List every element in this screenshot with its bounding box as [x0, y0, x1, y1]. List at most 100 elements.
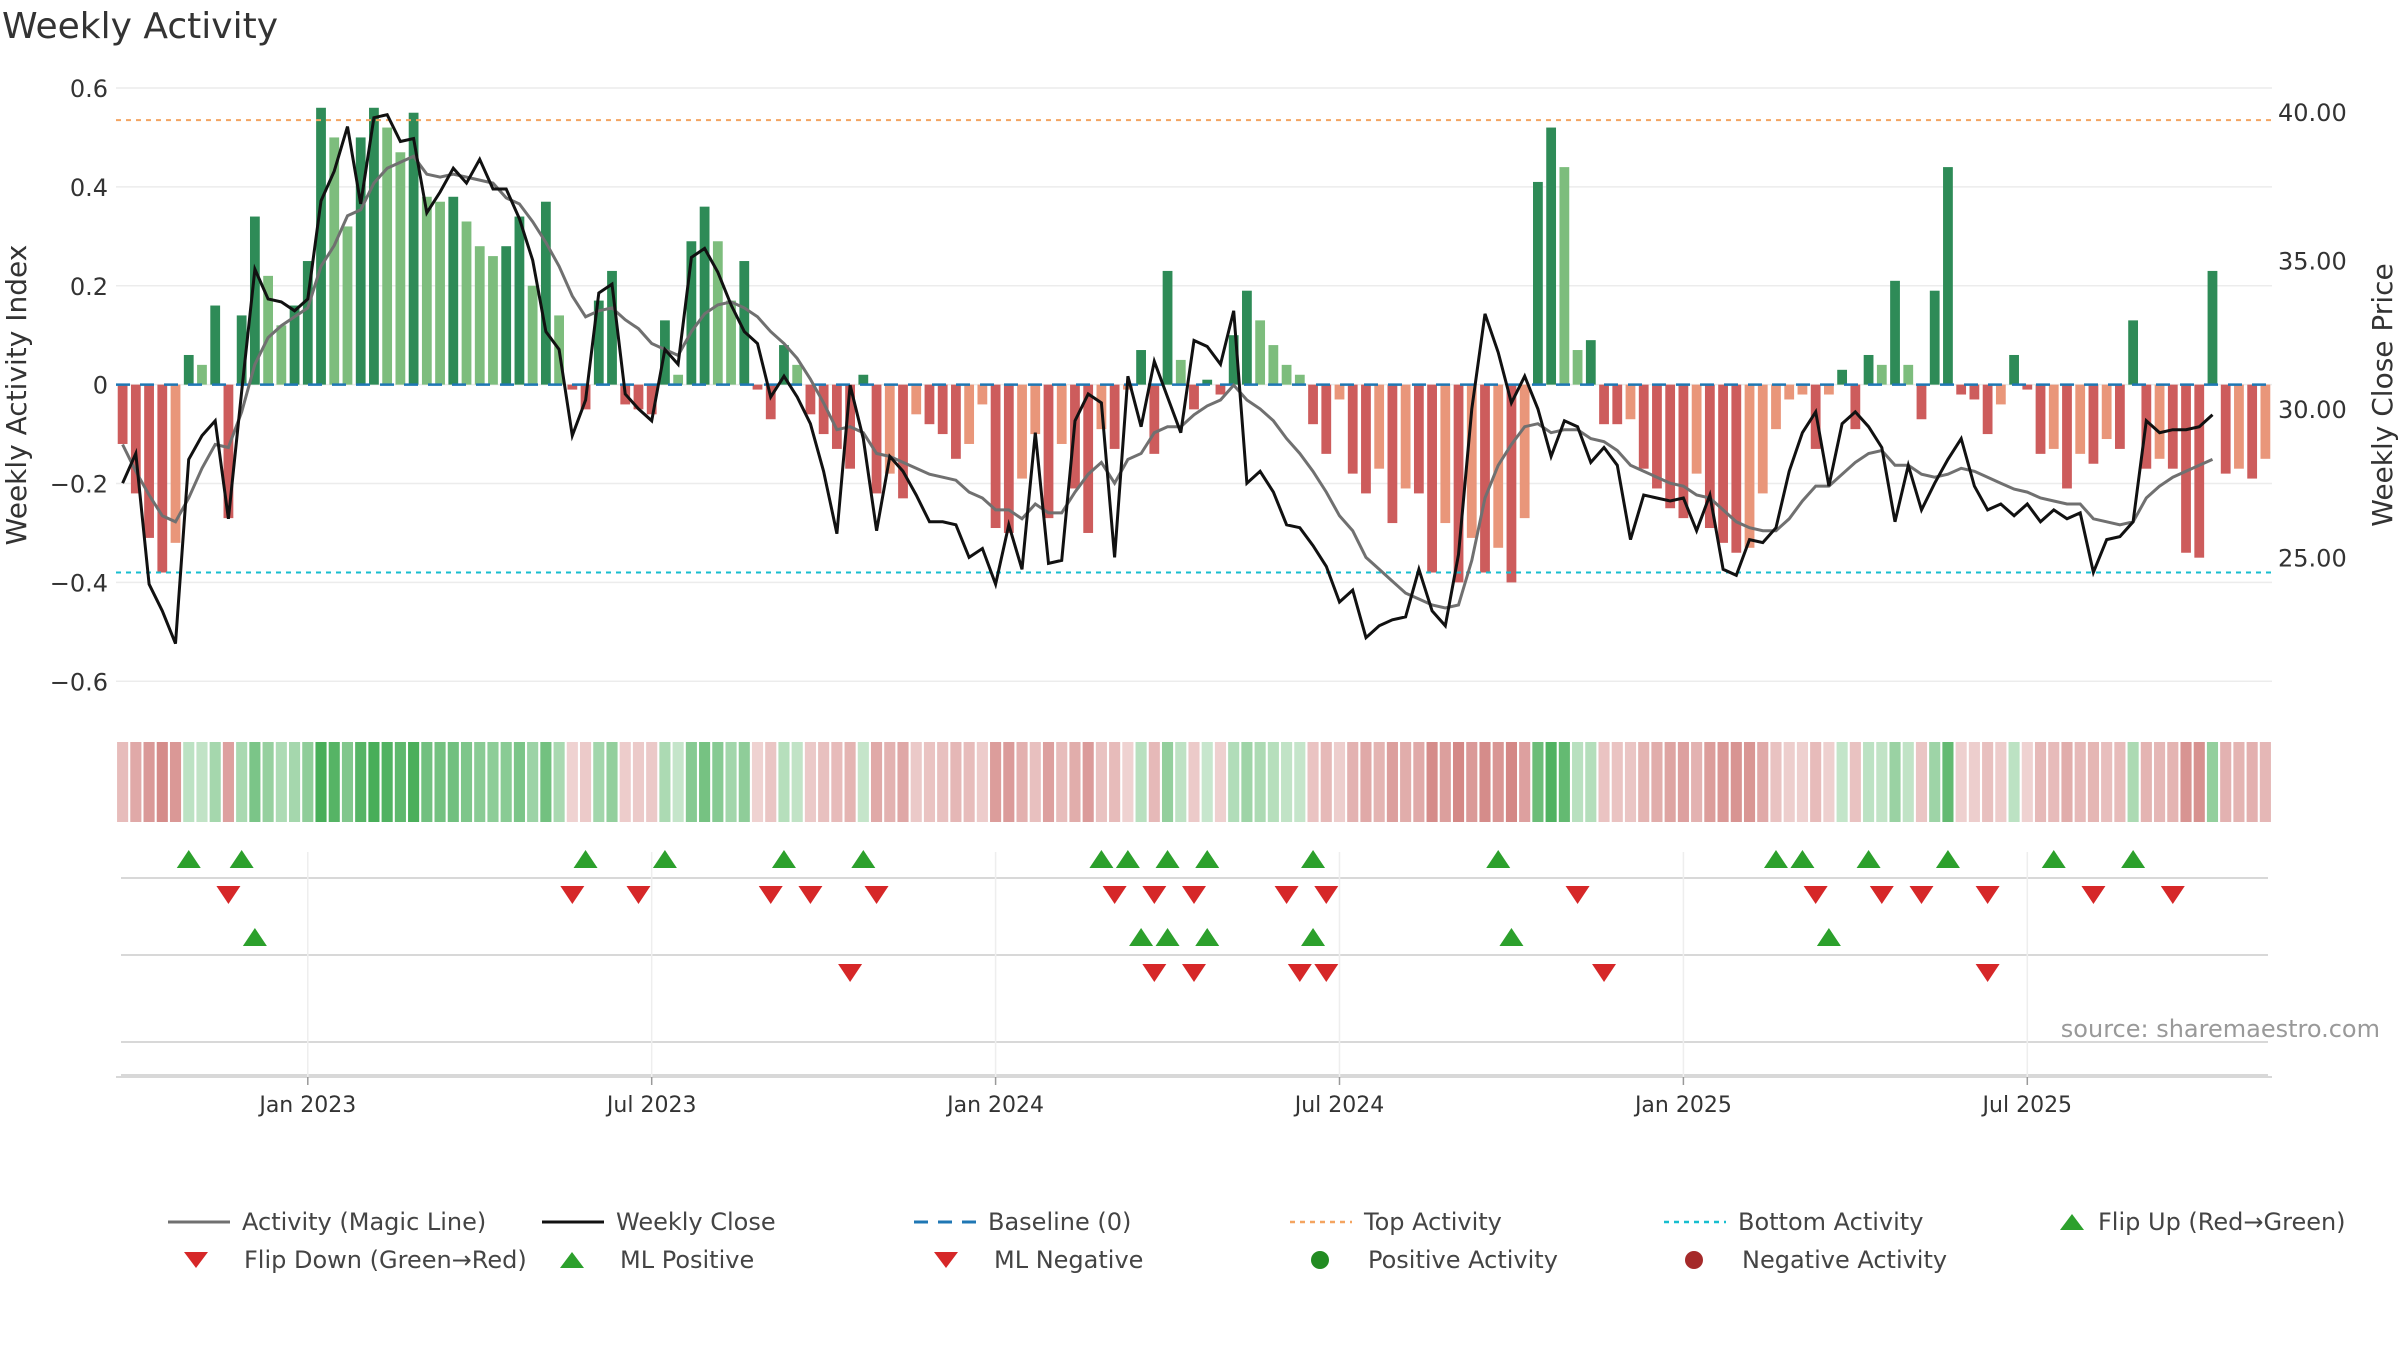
triangle-up-icon — [560, 1252, 584, 1268]
activity-bar — [289, 305, 300, 385]
heat-cell — [447, 742, 459, 822]
flip-down-marker — [864, 886, 889, 904]
legend: Activity (Magic Line) Weekly Close Basel… — [0, 1200, 2400, 1290]
activity-bar — [2009, 354, 2019, 385]
heat-cell — [1479, 742, 1491, 822]
axes: 0.6 0.4 0.2 0 −0.2 −0.4 −0.6 40.00 35.00 30.00 25.… — [0, 75, 2399, 696]
heat-cell — [1294, 742, 1306, 822]
activity-bar — [316, 107, 326, 385]
ml-negative-marker — [1287, 964, 1312, 982]
activity-bar — [1572, 350, 1583, 385]
heat-cell — [1400, 742, 1412, 822]
y2-tick-label: 35.00 — [2278, 247, 2347, 275]
heat-cell — [1783, 742, 1795, 822]
ml-positive-marker — [242, 928, 267, 946]
activity-bar — [1969, 384, 1980, 400]
activity-bar — [342, 226, 353, 385]
activity-bar — [646, 384, 657, 415]
activity-bar — [329, 137, 340, 385]
heat-cell — [355, 742, 367, 822]
heat-cell — [368, 742, 380, 822]
heat-cell — [632, 742, 645, 822]
legend-label: ML Negative — [994, 1246, 1144, 1274]
heat-cell — [117, 742, 129, 822]
ml-negative-marker — [1142, 964, 1167, 982]
ml-positive-marker — [1816, 928, 1841, 946]
heat-cell — [222, 742, 234, 822]
heat-cell — [513, 742, 525, 822]
activity-bar — [2101, 384, 2112, 440]
heat-cell — [1889, 742, 1901, 822]
heat-cell — [553, 742, 565, 822]
heat-cell — [1505, 742, 1518, 822]
bottom-activity-swatch-icon — [1664, 1220, 1726, 1224]
activity-bar — [2075, 384, 2086, 454]
heat-cell — [1056, 742, 1068, 822]
x-tick-label: Jan 2025 — [1633, 1093, 1732, 1118]
activity-bar — [2220, 384, 2231, 474]
heat-cell — [1373, 742, 1385, 822]
activity-bar — [1268, 345, 1279, 385]
heat-cell — [1069, 742, 1081, 822]
y-tick-label: 0.6 — [70, 75, 108, 103]
activity-bar — [726, 300, 736, 385]
heat-cell — [1347, 742, 1359, 822]
heat-cell — [2193, 742, 2205, 822]
activity-bar — [2114, 384, 2125, 449]
activity-bar — [540, 201, 551, 385]
source-note: source: sharemaestro.com — [2060, 1015, 2380, 1043]
heat-cell — [315, 742, 327, 822]
heat-cell — [394, 742, 406, 822]
activity-bar — [937, 384, 948, 435]
activity-bar — [686, 241, 697, 385]
heat-cell — [2074, 742, 2086, 822]
activity-bar — [2088, 384, 2099, 464]
flip-down-marker — [1182, 886, 1206, 904]
activity-bar — [382, 127, 393, 385]
signal-markers — [116, 850, 2272, 1078]
heat-cell — [1545, 742, 1557, 822]
heat-cell — [738, 742, 750, 822]
y-tick-label: −0.2 — [50, 471, 108, 499]
flip-down-marker — [1803, 886, 1828, 904]
activity-bar — [739, 261, 750, 385]
heat-cell — [646, 742, 658, 822]
activity-bar — [1136, 350, 1146, 385]
heat-cell — [2087, 742, 2099, 822]
heat-cell — [1148, 742, 1160, 822]
heat-cell — [408, 742, 420, 822]
activity-bar — [1321, 384, 1332, 454]
heat-cell — [1228, 742, 1240, 822]
y-tick-label: 0.2 — [70, 273, 108, 301]
heat-cell — [1082, 742, 1094, 822]
heat-cell — [1995, 742, 2007, 822]
heat-cell — [2114, 742, 2126, 822]
activity-bar — [1162, 270, 1173, 385]
flip-up-marker — [176, 850, 201, 868]
heat-cell — [1823, 742, 1835, 822]
heat-cell — [1042, 742, 1055, 822]
heat-cell — [990, 742, 1002, 822]
activity-bar — [1824, 384, 1834, 395]
legend-label: Bottom Activity — [1738, 1208, 1924, 1236]
legend-label: Weekly Close — [616, 1208, 776, 1236]
ml-negative-marker — [1975, 964, 2000, 982]
heat-cell — [1016, 742, 1028, 822]
heat-cell — [487, 742, 499, 822]
flip-up-marker — [229, 850, 254, 868]
activity-bar — [884, 384, 895, 474]
ml-negative-marker — [1182, 964, 1206, 982]
activity-bar — [527, 285, 538, 385]
y2-tick-label: 40.00 — [2278, 99, 2347, 127]
heat-cell — [1188, 742, 1200, 822]
legend-label: Flip Up (Red→Green) — [2098, 1208, 2346, 1236]
activity-bar — [1890, 280, 1900, 385]
heat-cell — [1611, 742, 1623, 822]
heat-cell — [302, 742, 314, 822]
heat-cell — [130, 742, 142, 822]
ml-positive-marker — [1499, 928, 1524, 946]
activity-bar — [1771, 384, 1781, 430]
heat-cell — [1664, 742, 1676, 822]
ml-negative-marker — [1592, 964, 1617, 982]
flip-down-marker — [1102, 886, 1127, 904]
